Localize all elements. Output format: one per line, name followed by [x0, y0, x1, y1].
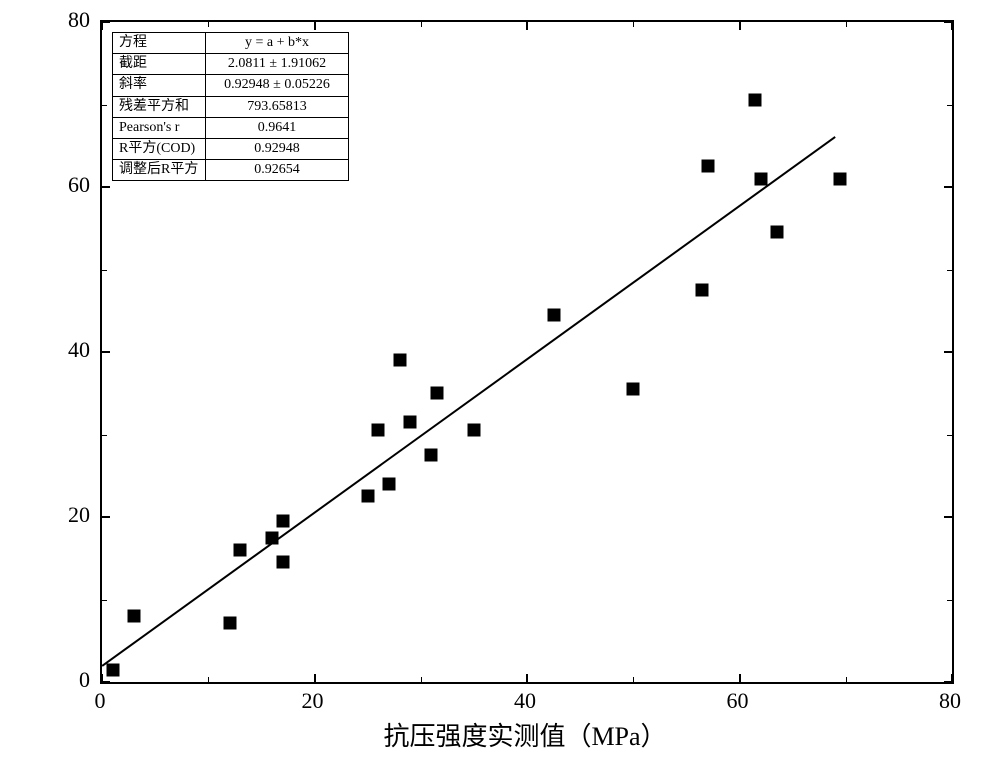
stat-label: 残差平方和 [113, 96, 206, 117]
data-point [393, 354, 406, 367]
data-point [627, 383, 640, 396]
x-tick-label: 40 [514, 688, 536, 714]
data-point [276, 515, 289, 528]
data-point [754, 172, 767, 185]
data-point [770, 226, 783, 239]
stat-value: 2.0811 ± 1.91062 [206, 54, 349, 75]
data-point [834, 172, 847, 185]
stat-label: 调整后R平方 [113, 160, 206, 181]
x-axis-label: 抗压强度实测值（MPa） [383, 716, 666, 753]
y-tick-label: 40 [68, 337, 90, 363]
table-row: 斜率0.92948 ± 0.05226 [113, 75, 349, 96]
data-point [404, 416, 417, 429]
data-point [106, 663, 119, 676]
stat-value: 0.92948 ± 0.05226 [206, 75, 349, 96]
data-point [276, 556, 289, 569]
table-row: 调整后R平方0.92654 [113, 160, 349, 181]
table-row: 方程y = a + b*x [113, 33, 349, 54]
table-row: 截距2.0811 ± 1.91062 [113, 54, 349, 75]
stat-value: 0.92948 [206, 138, 349, 159]
table-row: Pearson's r0.9641 [113, 117, 349, 138]
data-point [266, 531, 279, 544]
data-point [372, 424, 385, 437]
data-point [425, 449, 438, 462]
stat-label: R平方(COD) [113, 138, 206, 159]
data-point [361, 490, 374, 503]
y-tick-label: 0 [79, 667, 90, 693]
x-tick-label: 80 [939, 688, 961, 714]
chart-container: 抗压强度预测值（MPa） 抗压强度实测值（MPa） 方程y = a + b*x截… [0, 0, 1000, 768]
data-point [547, 308, 560, 321]
y-tick-label: 60 [68, 172, 90, 198]
data-point [223, 616, 236, 629]
table-row: R平方(COD)0.92948 [113, 138, 349, 159]
table-row: 残差平方和793.65813 [113, 96, 349, 117]
data-point [430, 387, 443, 400]
stat-value: 793.65813 [206, 96, 349, 117]
stat-label: 截距 [113, 54, 206, 75]
data-point [701, 160, 714, 173]
x-tick-label: 60 [727, 688, 749, 714]
plot-area: 方程y = a + b*x截距2.0811 ± 1.91062斜率0.92948… [100, 20, 954, 684]
data-point [467, 424, 480, 437]
y-tick-label: 20 [68, 502, 90, 528]
regression-line [102, 136, 836, 666]
x-tick-label: 0 [95, 688, 106, 714]
stat-label: Pearson's r [113, 117, 206, 138]
stat-value: y = a + b*x [206, 33, 349, 54]
data-point [234, 544, 247, 557]
x-tick-label: 20 [302, 688, 324, 714]
stat-value: 0.9641 [206, 117, 349, 138]
data-point [749, 94, 762, 107]
regression-stats-table: 方程y = a + b*x截距2.0811 ± 1.91062斜率0.92948… [112, 32, 349, 181]
stat-label: 方程 [113, 33, 206, 54]
data-point [382, 478, 395, 491]
data-point [127, 610, 140, 623]
stat-value: 0.92654 [206, 160, 349, 181]
stat-label: 斜率 [113, 75, 206, 96]
data-point [696, 284, 709, 297]
y-tick-label: 80 [68, 7, 90, 33]
